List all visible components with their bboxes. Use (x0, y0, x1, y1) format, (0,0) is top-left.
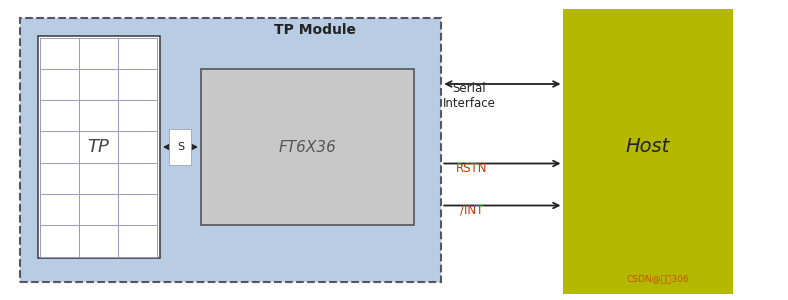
Text: RSTN: RSTN (455, 161, 487, 175)
Text: CSDN@小迷306: CSDN@小迷306 (626, 274, 690, 284)
FancyBboxPatch shape (563, 9, 733, 294)
Text: /INT: /INT (459, 203, 483, 217)
Text: Serial
Interface: Serial Interface (442, 82, 496, 110)
FancyBboxPatch shape (20, 18, 441, 282)
FancyBboxPatch shape (201, 69, 414, 225)
FancyBboxPatch shape (169, 129, 191, 165)
Text: Host: Host (626, 137, 670, 157)
Text: TP Module: TP Module (274, 23, 356, 37)
Text: TP: TP (87, 138, 110, 156)
Text: FT6X36: FT6X36 (278, 140, 336, 154)
Text: S: S (177, 142, 184, 152)
FancyBboxPatch shape (38, 36, 160, 258)
